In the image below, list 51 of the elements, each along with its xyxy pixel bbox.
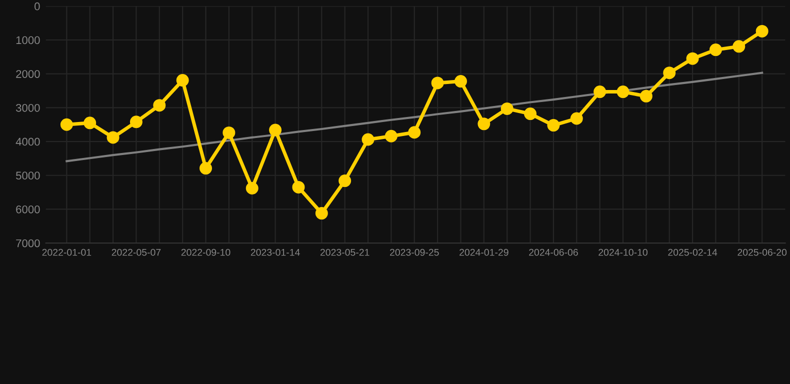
y-tick-label: 1000 (16, 36, 40, 44)
point (524, 108, 537, 120)
point (431, 76, 444, 90)
point (106, 131, 120, 144)
point (200, 162, 212, 175)
point (686, 52, 699, 65)
point (176, 74, 189, 87)
point (594, 86, 606, 98)
y-tick-label: 5000 (16, 172, 40, 180)
point (640, 90, 652, 102)
point (130, 116, 142, 128)
point (454, 75, 467, 88)
y-tick-label: 2000 (16, 70, 40, 78)
point (570, 112, 583, 125)
y-tick-label: 7000 (16, 239, 40, 248)
point (292, 180, 305, 194)
x-tick-label: 2024-01-29 (460, 248, 508, 256)
x-tick-label: 2022-09-10 (181, 248, 230, 256)
x-tick-label: 2023-05-21 (320, 248, 370, 256)
y-tick-label: 0 (34, 2, 40, 10)
point (616, 86, 630, 98)
y-tick-label: 6000 (16, 205, 40, 214)
point (153, 99, 166, 112)
point (663, 66, 676, 80)
point (732, 40, 746, 53)
point (60, 118, 73, 131)
point (338, 174, 352, 188)
line-series (66, 72, 764, 162)
x-tick-label: 2025-06-20 (738, 248, 787, 256)
point (315, 207, 328, 220)
point (478, 118, 490, 130)
x-tick-label: 2024-10-10 (598, 248, 648, 256)
x-tick-label: 2023-01-14 (250, 248, 300, 256)
point (84, 116, 96, 130)
x-tick-label: 2025-02-14 (668, 248, 718, 256)
x-tick-label: 2022-05-07 (112, 248, 161, 256)
point (222, 126, 236, 139)
point (269, 124, 282, 136)
point (709, 44, 722, 56)
point (500, 102, 514, 115)
x-tick-label: 2023-09-25 (390, 248, 439, 256)
point (408, 126, 421, 139)
y-tick-label: 4000 (16, 138, 40, 146)
x-tick-label: 2024-06-06 (529, 248, 578, 256)
point (384, 130, 398, 142)
x-tick-label: 2022-01-01 (42, 248, 92, 256)
point (756, 24, 768, 38)
point (547, 119, 560, 132)
y-tick-label: 3000 (16, 104, 40, 112)
point (362, 133, 374, 146)
point (246, 182, 258, 194)
